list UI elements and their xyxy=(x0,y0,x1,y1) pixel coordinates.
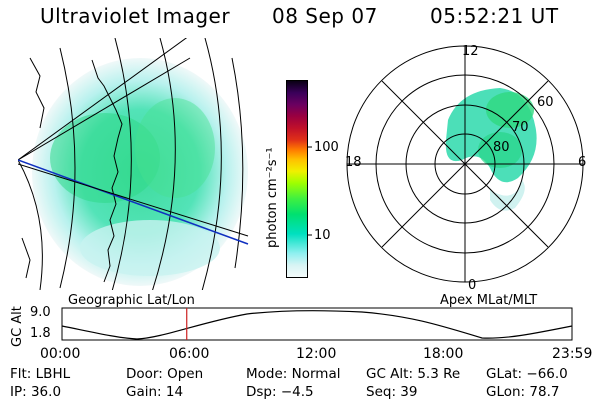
info-gain: Gain: 14 xyxy=(126,384,184,400)
altitude-xtick-0: 00:00 xyxy=(40,346,81,362)
info-glon: GLon: 78.7 xyxy=(486,384,560,400)
info-dsp: Dsp: −4.5 xyxy=(246,384,314,400)
altitude-ylabel: GC Alt xyxy=(10,306,25,347)
altitude-ytick-min: 1.8 xyxy=(30,326,51,341)
mlat-label-80: 80 xyxy=(493,140,510,155)
altitude-xtick-4: 23:59 xyxy=(552,346,593,362)
info-glat: GLat: −66.0 xyxy=(486,366,568,382)
mlt-label-12: 12 xyxy=(462,44,479,59)
altitude-xtick-1: 06:00 xyxy=(169,346,210,362)
info-mode: Mode: Normal xyxy=(246,366,341,382)
colorbar-tick-10: 10 xyxy=(314,228,331,243)
info-gc-alt: GC Alt: 5.3 Re xyxy=(366,366,461,382)
info-flt: Flt: LBHL xyxy=(10,366,71,382)
altitude-xtick-3: 18:00 xyxy=(423,346,464,362)
mlt-label-18: 18 xyxy=(345,155,362,170)
mlat-label-60: 60 xyxy=(537,95,554,110)
altitude-plot xyxy=(61,307,573,341)
geo-grid-lines xyxy=(18,38,244,290)
instrument-title: Ultraviolet Imager xyxy=(40,4,231,28)
altitude-ytick-max: 9.0 xyxy=(30,305,51,320)
colorbar-label: photon cm⁻²s⁻¹ xyxy=(265,147,280,248)
polar-panel-label: Apex MLat/MLT xyxy=(440,293,538,308)
mlt-label-0: 0 xyxy=(468,278,477,293)
geographic-panel-label: Geographic Lat/Lon xyxy=(68,293,195,308)
colorbar-tick-100: 100 xyxy=(314,140,339,155)
coastline xyxy=(91,59,123,283)
info-ip: IP: 36.0 xyxy=(10,384,62,400)
info-seq: Seq: 39 xyxy=(366,384,418,400)
altitude-curve xyxy=(61,310,573,340)
geographic-image-panel xyxy=(18,38,249,290)
colorbar-ticks xyxy=(307,146,312,236)
terminator-line xyxy=(18,159,249,245)
colorbar xyxy=(286,80,308,278)
mlat-label-70: 70 xyxy=(512,120,529,135)
info-door: Door: Open xyxy=(126,366,204,382)
polar-mlat-mlt-panel xyxy=(346,45,584,283)
time-label: 05:52:21 UT xyxy=(430,4,559,28)
date-label: 08 Sep 07 xyxy=(272,4,378,28)
altitude-xtick-2: 12:00 xyxy=(296,346,337,362)
mlt-label-6: 6 xyxy=(578,155,587,170)
